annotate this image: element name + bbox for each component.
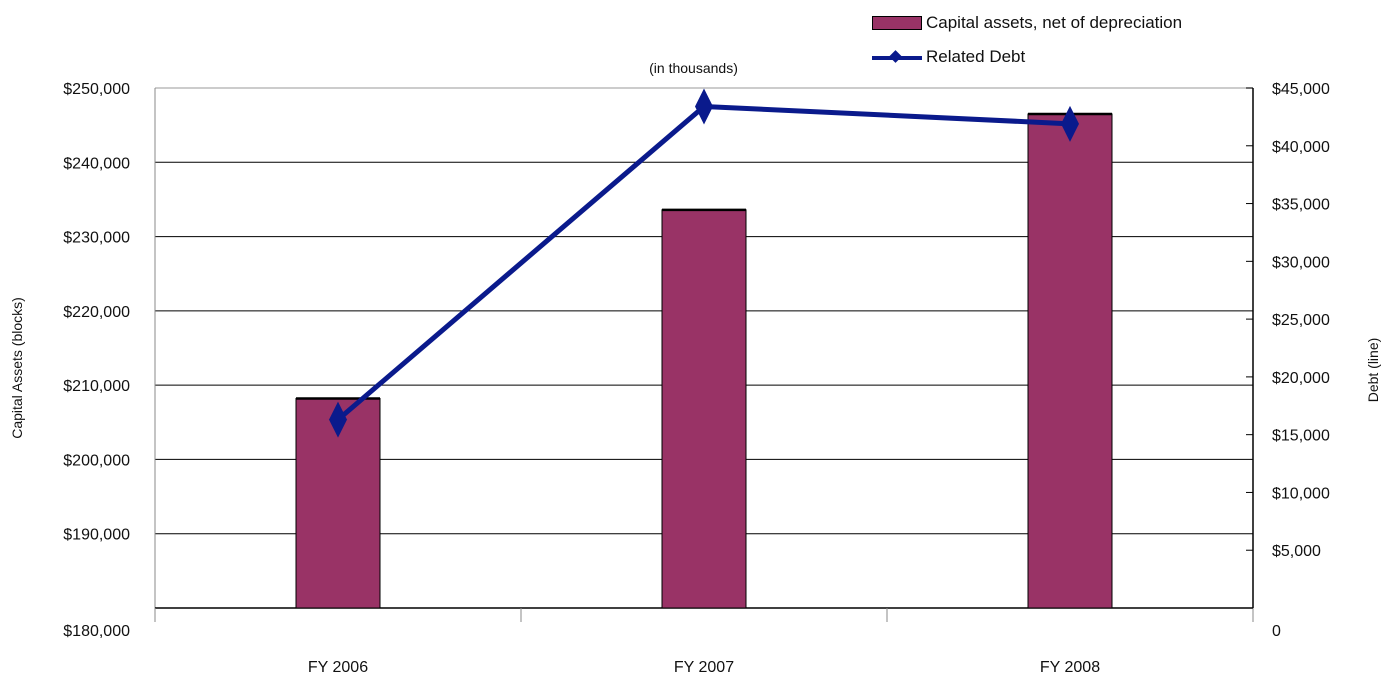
y2-tick-label: $5,000: [1272, 543, 1321, 560]
y2-tick-label: $10,000: [1272, 485, 1330, 502]
point-related-debt: [695, 88, 713, 125]
legend-swatch-capital-assets: [872, 16, 922, 30]
y2-axis-title: Debt (line): [1365, 338, 1381, 403]
y-axis-title: Capital Assets (blocks): [9, 297, 25, 439]
legend-item-capital-assets: Capital assets, net of depreciation: [872, 6, 1182, 40]
y2-tick-label: 0: [1272, 623, 1281, 640]
y2-tick-label: $30,000: [1272, 254, 1330, 271]
y2-tick-label: $20,000: [1272, 370, 1330, 387]
y-tick-label: $240,000: [63, 155, 130, 172]
y-tick-label: $180,000: [63, 623, 130, 640]
x-tick-label: FY 2008: [1040, 659, 1100, 676]
y2-tick-label: $45,000: [1272, 81, 1330, 98]
chart-subtitle: (in thousands): [649, 60, 738, 76]
x-tick-label: FY 2007: [674, 659, 734, 676]
legend-label-related-debt: Related Debt: [926, 47, 1026, 66]
y-tick-label: $200,000: [63, 452, 130, 469]
point-related-debt: [1061, 105, 1079, 142]
legend-swatch-related-debt: [872, 50, 922, 64]
bar-capital-assets: [661, 209, 747, 609]
y2-tick-label: $35,000: [1272, 197, 1330, 214]
bar-capital-assets: [1027, 113, 1113, 609]
y-tick-label: $250,000: [63, 81, 130, 98]
y2-tick-label: $25,000: [1272, 312, 1330, 329]
chart-legend: Capital assets, net of depreciation Rela…: [872, 6, 1182, 74]
legend-label-capital-assets: Capital assets, net of depreciation: [926, 13, 1183, 32]
y-tick-label: $210,000: [63, 378, 130, 395]
legend-item-related-debt: Related Debt: [872, 40, 1182, 74]
point-related-debt: [329, 401, 347, 438]
y-tick-label: $220,000: [63, 304, 130, 321]
x-tick-label: FY 2006: [308, 659, 368, 676]
y-tick-label: $190,000: [63, 527, 130, 544]
y2-tick-label: $40,000: [1272, 139, 1330, 156]
y2-tick-label: $15,000: [1272, 428, 1330, 445]
y-tick-label: $230,000: [63, 230, 130, 247]
